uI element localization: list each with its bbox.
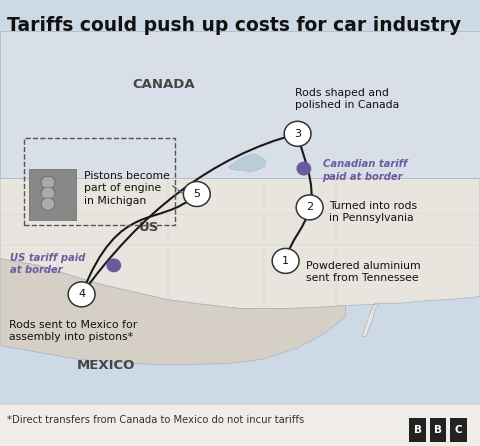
Text: 4: 4: [78, 289, 85, 299]
Circle shape: [284, 121, 311, 146]
Text: 1: 1: [282, 256, 289, 266]
Text: B: B: [414, 425, 421, 435]
Text: Canadian tariff
paid at border: Canadian tariff paid at border: [323, 159, 407, 182]
Text: Rods sent to Mexico for
assembly into pistons*: Rods sent to Mexico for assembly into pi…: [9, 320, 137, 342]
Text: CANADA: CANADA: [132, 78, 194, 91]
Text: *Direct transfers from Canada to Mexico do not incur tariffs: *Direct transfers from Canada to Mexico …: [7, 415, 304, 425]
Text: Turned into rods
in Pennsylvania: Turned into rods in Pennsylvania: [329, 201, 417, 223]
Circle shape: [183, 182, 210, 206]
Circle shape: [297, 162, 311, 175]
Circle shape: [68, 282, 95, 307]
Text: US: US: [139, 221, 159, 234]
Text: 2: 2: [306, 202, 313, 212]
Circle shape: [41, 187, 55, 200]
Circle shape: [296, 195, 323, 220]
Text: C: C: [454, 425, 462, 435]
FancyBboxPatch shape: [29, 169, 76, 220]
Text: Powdered aluminium
sent from Tennessee: Powdered aluminium sent from Tennessee: [306, 261, 421, 283]
Circle shape: [41, 198, 55, 211]
Polygon shape: [228, 154, 266, 172]
Text: Rods shaped and
polished in Canada: Rods shaped and polished in Canada: [295, 88, 399, 110]
FancyBboxPatch shape: [450, 418, 467, 442]
Polygon shape: [0, 259, 346, 364]
FancyBboxPatch shape: [430, 418, 446, 442]
Polygon shape: [0, 178, 480, 337]
Text: B: B: [434, 425, 442, 435]
Text: 3: 3: [294, 129, 301, 139]
Text: MEXICO: MEXICO: [76, 359, 135, 372]
Text: Pistons become
part of engine
in Michigan: Pistons become part of engine in Michiga…: [84, 171, 170, 206]
FancyBboxPatch shape: [0, 404, 480, 446]
Circle shape: [41, 176, 55, 189]
Text: US tariff paid
at border: US tariff paid at border: [10, 253, 85, 275]
Circle shape: [107, 259, 120, 272]
Polygon shape: [0, 31, 480, 178]
Circle shape: [272, 248, 299, 273]
FancyBboxPatch shape: [409, 418, 426, 442]
Text: Tariffs could push up costs for car industry: Tariffs could push up costs for car indu…: [7, 16, 461, 35]
Text: 5: 5: [193, 189, 200, 199]
